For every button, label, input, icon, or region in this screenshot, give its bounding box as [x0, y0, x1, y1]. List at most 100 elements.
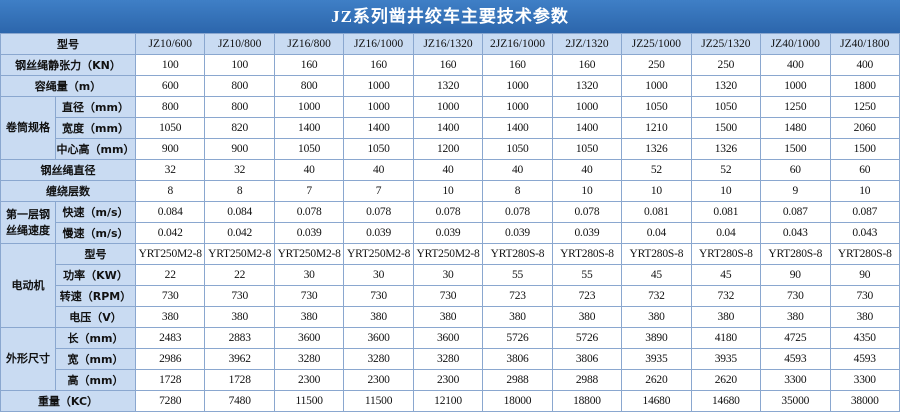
value-cell: 3600: [343, 327, 414, 349]
value-cell: 1000: [343, 96, 414, 118]
value-cell: 1800: [829, 75, 900, 97]
value-cell: 380: [551, 306, 623, 328]
value-cell: 2986: [134, 348, 206, 370]
value-cell: YRT280S-8: [829, 243, 900, 265]
table-row: 钢丝绳静张力（KN） 100 100 160 160 160 160 160 250 250 400…: [0, 54, 900, 76]
value-cell: 10: [621, 180, 692, 202]
value-cell: 10: [551, 180, 623, 202]
value-cell: 1000: [760, 75, 831, 97]
value-cell: 30: [343, 264, 414, 286]
value-cell: 18800: [551, 390, 623, 412]
value-cell: 12100: [412, 390, 484, 412]
value-cell: 1000: [482, 96, 553, 118]
value-cell: 800: [273, 75, 345, 97]
table-row: 卷筒规格 直径（mm） 800 800 1000 1000 1000 1000 1000 1050…: [0, 96, 900, 160]
value-cell: 90: [829, 264, 900, 286]
spec-table: 型号 JZ10/600 JZ10/800 JZ16/800 JZ16/1000 JZ16/…: [0, 33, 900, 412]
table-row: 中心高（mm） 900 900 1050 1050 1200 1050 1050 1326 132…: [1, 138, 900, 160]
group-label: 电动机: [0, 243, 56, 328]
row-label: 功率（KW）: [55, 264, 136, 286]
model-name: JZ16/1320: [412, 33, 484, 55]
value-cell: 0.04: [621, 222, 692, 244]
value-cell: 723: [551, 285, 623, 307]
value-cell: 55: [551, 264, 623, 286]
value-cell: 0.078: [343, 201, 414, 223]
value-cell: 2988: [551, 369, 623, 391]
value-cell: 0.039: [412, 222, 484, 244]
value-cell: YRT250M2-8: [343, 243, 414, 265]
value-cell: 730: [273, 285, 345, 307]
value-cell: 40: [273, 159, 345, 181]
value-cell: 2620: [690, 369, 762, 391]
value-cell: 0.043: [760, 222, 831, 244]
row-label: 慢速（m/s）: [55, 222, 136, 244]
group-label: 第一层钢丝绳速度: [0, 201, 56, 244]
value-cell: 380: [621, 306, 692, 328]
value-cell: 11500: [273, 390, 345, 412]
value-cell: 380: [134, 306, 206, 328]
value-cell: 0.039: [551, 222, 623, 244]
value-cell: YRT280S-8: [690, 243, 762, 265]
value-cell: 380: [204, 306, 275, 328]
value-cell: 900: [134, 138, 206, 160]
value-cell: 380: [273, 306, 345, 328]
value-cell: YRT280S-8: [760, 243, 831, 265]
value-cell: 400: [760, 54, 831, 76]
value-cell: 22: [134, 264, 206, 286]
row-label: 型号: [55, 243, 136, 265]
value-cell: 14680: [690, 390, 762, 412]
value-cell: 7480: [204, 390, 275, 412]
value-cell: 45: [690, 264, 762, 286]
row-label: 容绳量（m）: [0, 75, 136, 97]
value-cell: 2483: [134, 327, 206, 349]
value-cell: 8: [482, 180, 553, 202]
model-name: JZ40/1800: [829, 33, 900, 55]
value-cell: 1320: [551, 75, 623, 97]
group-label: 外形尺寸: [0, 327, 56, 391]
value-cell: 1000: [482, 75, 553, 97]
table-title: JZ系列凿井绞车主要技术参数: [0, 0, 900, 33]
value-cell: YRT280S-8: [551, 243, 623, 265]
value-cell: 1000: [343, 75, 414, 97]
model-name: JZ10/800: [204, 33, 275, 55]
value-cell: 45: [621, 264, 692, 286]
row-label: 重量（KC）: [0, 390, 136, 412]
value-cell: 380: [690, 306, 762, 328]
value-cell: 11500: [343, 390, 414, 412]
value-cell: 32: [204, 159, 275, 181]
value-cell: 1320: [690, 75, 762, 97]
value-cell: 1050: [134, 117, 206, 139]
value-cell: 4180: [690, 327, 762, 349]
value-cell: YRT250M2-8: [134, 243, 206, 265]
row-label: 转速（RPM）: [55, 285, 136, 307]
value-cell: 380: [760, 306, 831, 328]
value-cell: 800: [204, 75, 275, 97]
value-cell: 1250: [760, 96, 831, 118]
value-cell: 0.078: [551, 201, 623, 223]
value-cell: 1500: [690, 117, 762, 139]
value-cell: 0.04: [690, 222, 762, 244]
value-cell: 160: [482, 54, 553, 76]
table-body: 型号 JZ10/600 JZ10/800 JZ16/800 JZ16/1000 JZ16/…: [0, 33, 900, 412]
value-cell: 1500: [760, 138, 831, 160]
value-cell: 2988: [482, 369, 553, 391]
value-cell: 1050: [621, 96, 692, 118]
value-cell: 800: [134, 96, 206, 118]
value-cell: 55: [482, 264, 553, 286]
model-name: JZ10/600: [134, 33, 206, 55]
value-cell: 4725: [760, 327, 831, 349]
value-cell: YRT250M2-8: [412, 243, 484, 265]
value-cell: 732: [621, 285, 692, 307]
value-cell: 40: [551, 159, 623, 181]
value-cell: 0.087: [829, 201, 900, 223]
value-cell: 0.084: [204, 201, 275, 223]
row-label: 长（mm）: [55, 327, 136, 349]
value-cell: 7: [343, 180, 414, 202]
value-cell: 800: [204, 96, 275, 118]
value-cell: 10: [829, 180, 900, 202]
value-cell: 1050: [273, 138, 345, 160]
value-cell: 8: [134, 180, 206, 202]
value-cell: 3600: [412, 327, 484, 349]
value-cell: 1400: [482, 117, 553, 139]
